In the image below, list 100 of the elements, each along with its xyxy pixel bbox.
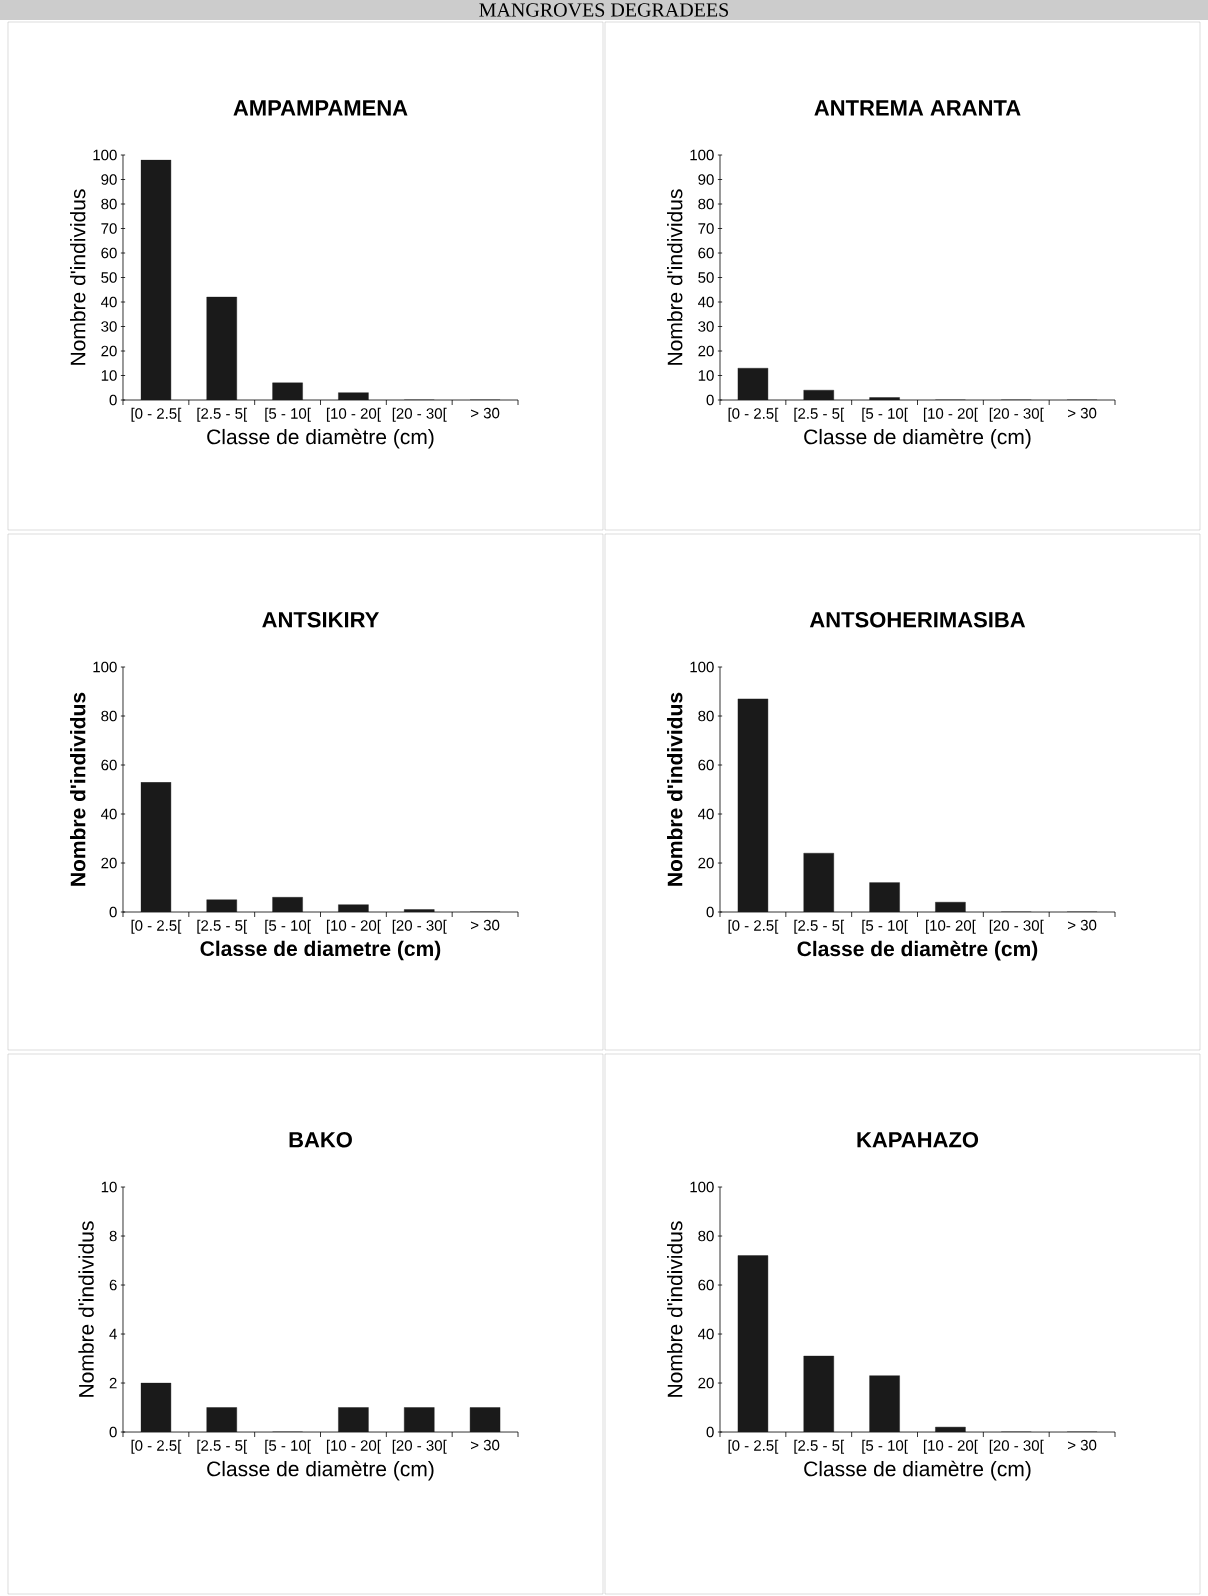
- x-axis-title: Classe de diametre (cm): [200, 940, 441, 961]
- x-tick-label: [5 - 10[: [265, 407, 311, 422]
- y-tick-label: 20: [698, 857, 714, 869]
- x-tick-label: > 30: [471, 1439, 500, 1451]
- y-tick-label: 0: [706, 394, 714, 406]
- y-tick-label: 60: [698, 247, 714, 259]
- x-tick-label: [2.5 - 5[: [197, 407, 248, 422]
- y-tick-label: 20: [698, 1377, 714, 1389]
- y-tick-label: 50: [101, 272, 117, 283]
- x-tick-label: [10 - 20[: [326, 919, 381, 934]
- x-tick-label: [0 - 2.5[: [728, 919, 779, 934]
- x-tick-label: [5 - 10[: [265, 919, 311, 934]
- x-tick-label: [10 - 20[: [923, 407, 978, 422]
- x-tick-label: [0 - 2.5[: [728, 407, 779, 422]
- x-tick-label: [10 - 20[: [326, 407, 381, 422]
- x-tick-label: [5 - 10[: [862, 1439, 908, 1454]
- y-tick-label: 90: [101, 174, 117, 185]
- x-tick-label: > 30: [1068, 407, 1097, 419]
- x-tick-label: [0 - 2.5[: [131, 407, 182, 422]
- y-tick-label: 0: [109, 1426, 117, 1438]
- y-axis-title: Nombre d'individus: [667, 692, 683, 886]
- y-tick-label: 0: [706, 1426, 714, 1438]
- x-tick-label: [2.5 - 5[: [794, 919, 845, 934]
- y-tick-label: 30: [101, 321, 117, 332]
- y-tick-label: 20: [101, 345, 117, 357]
- x-tick-label: > 30: [1068, 919, 1097, 931]
- x-tick-label: [10 - 20[: [923, 1439, 978, 1454]
- y-tick-label: 60: [101, 247, 117, 259]
- y-axis-title: Nombre d'individus: [667, 189, 683, 365]
- x-tick-label: [2.5 - 5[: [197, 1439, 248, 1454]
- chart-title: KAPAHAZO: [857, 1131, 979, 1148]
- x-axis-title: Classe de diamètre (cm): [207, 1460, 434, 1481]
- y-tick-label: 10: [101, 370, 117, 381]
- y-tick-label: 8: [109, 1230, 117, 1242]
- y-axis-title: Nombre d'individus: [70, 189, 86, 365]
- y-tick-label: 2: [109, 1377, 117, 1389]
- y-tick-label: 100: [690, 149, 714, 161]
- x-tick-label: [20 - 30[: [989, 919, 1044, 934]
- y-tick-label: 80: [698, 1230, 714, 1242]
- y-tick-label: 30: [698, 321, 714, 332]
- y-tick-label: 50: [698, 272, 714, 283]
- y-tick-label: 20: [101, 857, 117, 869]
- y-tick-label: 60: [698, 1279, 714, 1291]
- y-tick-label: 10: [101, 1181, 117, 1193]
- y-tick-label: 10: [698, 370, 714, 381]
- x-axis-title: Classe de diamètre (cm): [804, 1460, 1031, 1481]
- x-tick-label: [20 - 30[: [392, 1439, 447, 1454]
- y-tick-label: 40: [100, 296, 117, 308]
- x-tick-label: [10- 20[: [926, 919, 976, 934]
- chart-title: BAKO: [289, 1131, 352, 1148]
- x-tick-label: > 30: [471, 407, 500, 419]
- y-tick-label: 90: [698, 174, 714, 185]
- y-tick-label: 0: [109, 906, 117, 918]
- y-tick-label: 70: [101, 223, 117, 234]
- y-tick-label: 100: [93, 661, 117, 673]
- x-tick-label: [20 - 30[: [392, 407, 447, 422]
- text: MANGROVES DEGRADEES: [479, 3, 729, 17]
- x-tick-label: [5 - 10[: [862, 919, 908, 934]
- y-tick-label: 40: [698, 1328, 714, 1340]
- chart-title: ANTREMA ARANTA: [814, 100, 1021, 116]
- chart-title: ANTSOHERIMASIBA: [809, 611, 1026, 628]
- y-tick-label: 20: [698, 345, 714, 357]
- x-tick-label: [10 - 20[: [326, 1439, 381, 1454]
- x-tick-label: [0 - 2.5[: [131, 1439, 182, 1454]
- y-axis-title: Nombre d'individus: [78, 1221, 94, 1397]
- x-tick-label: [5 - 10[: [862, 407, 908, 422]
- x-tick-label: [2.5 - 5[: [197, 919, 248, 934]
- x-tick-label: [0 - 2.5[: [131, 919, 182, 934]
- y-tick-label: 100: [690, 1181, 714, 1193]
- x-tick-label: [20 - 30[: [989, 407, 1044, 422]
- y-axis-title: Nombre d'individus: [70, 692, 86, 886]
- y-tick-label: 40: [698, 296, 714, 308]
- y-tick-label: 40: [100, 808, 117, 820]
- y-tick-label: 4: [109, 1328, 117, 1340]
- x-tick-label: > 30: [471, 919, 500, 931]
- y-tick-label: 60: [698, 759, 714, 771]
- y-tick-label: 6: [109, 1279, 117, 1291]
- x-tick-label: > 30: [1068, 1439, 1097, 1451]
- x-tick-label: [0 - 2.5[: [728, 1439, 779, 1454]
- y-tick-label: 80: [698, 710, 714, 722]
- x-tick-label: [5 - 10[: [265, 1439, 311, 1454]
- y-tick-label: 60: [101, 759, 117, 771]
- y-tick-label: 0: [109, 394, 117, 406]
- y-tick-label: 0: [706, 906, 714, 918]
- x-tick-label: [20 - 30[: [392, 919, 447, 934]
- x-tick-label: [2.5 - 5[: [794, 407, 845, 422]
- chart-title: AMPAMPAMENA: [233, 100, 408, 116]
- y-tick-label: 100: [93, 149, 117, 161]
- chart-title: ANTSIKIRY: [262, 611, 380, 628]
- y-tick-label: 80: [698, 198, 714, 210]
- y-tick-label: 70: [698, 223, 714, 234]
- x-axis-title: Classe de diamètre (cm): [207, 428, 434, 449]
- y-tick-label: 80: [101, 198, 117, 210]
- y-tick-label: 40: [698, 808, 714, 820]
- x-tick-label: [2.5 - 5[: [794, 1439, 845, 1454]
- y-tick-label: 100: [690, 661, 714, 673]
- y-axis-title: Nombre d'individus: [667, 1221, 683, 1397]
- x-axis-title: Classe de diamètre (cm): [804, 428, 1031, 449]
- y-tick-label: 80: [101, 710, 117, 722]
- x-tick-label: [20 - 30[: [989, 1439, 1044, 1454]
